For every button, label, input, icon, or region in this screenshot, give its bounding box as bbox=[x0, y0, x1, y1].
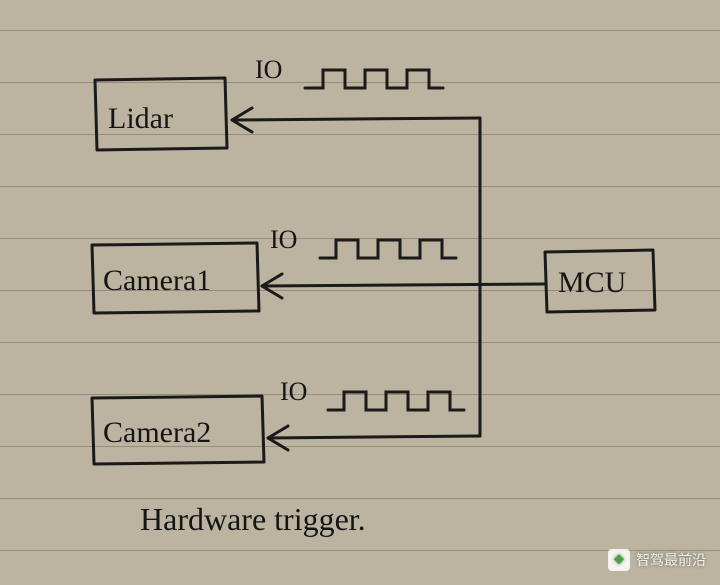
io-label-camera1: IO bbox=[270, 225, 297, 254]
pulse-camera2 bbox=[328, 392, 464, 410]
io-label-lidar: IO bbox=[255, 55, 282, 84]
io-label-camera2: IO bbox=[280, 377, 307, 406]
watermark: ❖ 智驾最前沿 bbox=[608, 549, 706, 571]
caption-text: Hardware trigger. bbox=[140, 501, 366, 537]
camera1-label: Camera1 bbox=[103, 264, 211, 297]
arrow-camera2 bbox=[268, 436, 480, 438]
arrow-camera1 bbox=[262, 284, 545, 286]
watermark-logo-icon: ❖ bbox=[608, 549, 630, 571]
pulse-lidar bbox=[305, 70, 443, 88]
watermark-text: 智驾最前沿 bbox=[636, 550, 706, 570]
mcu-label: MCU bbox=[558, 266, 627, 299]
camera2-label: Camera2 bbox=[103, 416, 211, 449]
pulse-camera1 bbox=[320, 240, 456, 258]
watermark-logo-glyph: ❖ bbox=[613, 552, 625, 568]
arrow-lidar bbox=[232, 118, 480, 120]
diagram-svg: Lidar Camera1 Camera2 MCU IO IO IO Hardw… bbox=[0, 0, 720, 585]
lidar-label: Lidar bbox=[108, 102, 173, 135]
